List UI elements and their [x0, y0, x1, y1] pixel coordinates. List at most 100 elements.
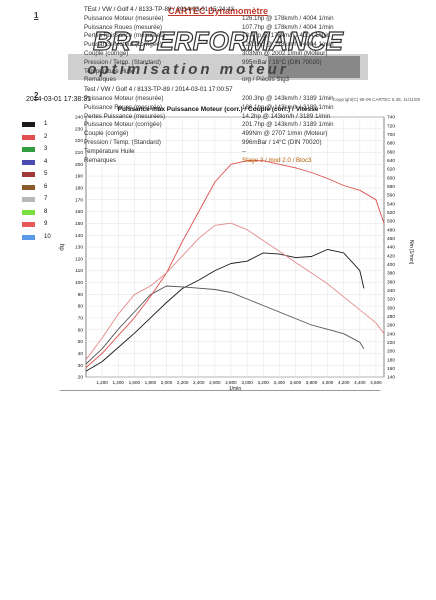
y2-tick-label: 620 [387, 167, 395, 173]
x-tick-label: 4,400 [354, 380, 366, 385]
result-label: Puissance Roues (mesurée) [84, 103, 163, 111]
legend-label: 10 [44, 233, 51, 240]
legend-item: 8 [22, 208, 72, 218]
legend-label: 8 [44, 208, 48, 215]
x-tick-label: 2,600 [209, 380, 221, 385]
logo-tagline-text: optimisation moteur [87, 61, 288, 78]
y2-tick-label: 440 [387, 245, 395, 251]
y-axis-ticks: 20 30 40 50 60 70 80 90 100 110 120 130 140 150 160 170… [75, 115, 83, 381]
legend-label: 6 [44, 183, 48, 190]
y2-tick-label: 460 [387, 236, 395, 242]
result-value: 303Nm @ 2002 1/min (Moteur) [242, 50, 328, 57]
x-tick-label: 2,200 [177, 380, 189, 385]
y2-axis-label: Nm [1/min] [408, 240, 414, 265]
result-label: Couple (corrigé) [84, 130, 129, 138]
y2-tick-label: 220 [387, 340, 395, 346]
y2-tick-label: 580 [387, 184, 395, 190]
chart-title: Puissance-max Puissance Moteur (corr.) /… [117, 106, 319, 113]
y-tick-label: 60 [78, 327, 84, 333]
page-title: CARTEC Dynamomètre [167, 6, 269, 16]
legend-item: 7 [22, 195, 72, 205]
result-label: Puissance Roues (mesurée) [84, 23, 163, 31]
legend-item: 5 [22, 170, 72, 180]
result-value: 107.7hp @ 178km/h / 4004 1/min [242, 23, 334, 31]
legend-label: 2 [44, 133, 48, 140]
x-tick-label: 1,800 [145, 380, 157, 385]
x-tick-label: 3,400 [274, 380, 286, 385]
y2-tick-label: 420 [387, 253, 395, 259]
x-tick-label: 3,200 [257, 380, 269, 385]
copyright-notice: Copyright(C) 98-09 CARTEC 5.38, 11/11/09 [332, 97, 420, 102]
result-value: 18.4hp @ 178km/h / 4004 1/min [242, 32, 331, 40]
y-tick-label: 180 [75, 186, 83, 192]
y2-tick-label: 180 [387, 357, 395, 363]
x-tick-label: 4,200 [338, 380, 350, 385]
y2-tick-label: 240 [387, 331, 395, 337]
result-value: 201.7hp @ 143km/h / 3189 1/min [242, 121, 334, 129]
y2-tick-label: 260 [387, 323, 395, 329]
result-value: org / Pièces Stg3 [242, 76, 290, 84]
legend-item: 10 [22, 233, 72, 243]
result-label: Pression / Temp. (Standard) [84, 58, 161, 66]
y2-tick-label: 500 [387, 219, 395, 225]
result-label: Couple (corrigé) [84, 50, 129, 57]
x-tick-label: 1,400 [112, 380, 124, 385]
legend-swatch [22, 234, 35, 240]
br-performance-logo: BR-PERFORMANCE optimisation moteur [68, 25, 368, 80]
legend-label: 5 [44, 171, 48, 177]
x-tick-label: 1,200 [96, 380, 108, 385]
y-tick-label: 140 [75, 233, 83, 239]
y-tick-label: 190 [75, 174, 83, 180]
result-label: Puissance Moteur (mesurée) [84, 95, 164, 102]
y2-tick-label: 680 [387, 141, 395, 147]
x-axis-ticks: 1,200 1,400 1,600 1,800 2,000 2,200 2,400 2,600… [96, 380, 382, 385]
y2-tick-label: 200 [387, 349, 395, 355]
grid-lines [86, 116, 384, 378]
result-label: Température Huile [84, 147, 135, 155]
legend-swatch [22, 122, 35, 127]
y2-tick-label: 280 [387, 314, 395, 320]
y-tick-label: 160 [75, 209, 83, 215]
legend-item: 6 [22, 183, 72, 193]
y2-tick-label: 740 [387, 115, 395, 121]
y2-axis-ticks: 140 160 180 200 220 240 260 280 300 320 340 360 380 4… [387, 115, 395, 381]
y-tick-label: 240 [75, 115, 83, 121]
legend-swatch [22, 134, 35, 140]
legend-item: 4 [22, 158, 72, 168]
result-label: Puissance Moteur (corrigée) [84, 41, 162, 49]
y-tick-label: 70 [78, 316, 84, 322]
result-value: 200.3hp @ 143km/h / 3189 1/min [242, 95, 334, 102]
x-tick-label: 1,600 [129, 380, 141, 385]
run-number: 1 [34, 11, 39, 20]
result-label: Puissance Moteur (mesurée) [84, 14, 164, 22]
legend-label: 3 [44, 146, 48, 152]
dyno-chart: 20 30 40 50 60 70 80 90 100 110 120 130 140 150 160 170… [75, 115, 395, 392]
result-label: Pertes Puissance (mesurées) [84, 112, 166, 120]
y2-tick-label: 720 [387, 123, 395, 129]
y-tick-label: 110 [75, 268, 83, 274]
logo-checker [268, 56, 360, 78]
x-tick-label: 4,600 [370, 380, 382, 385]
legend-item: 1 [22, 120, 72, 130]
result-label: Pression / Temp. (Standard) [84, 139, 161, 146]
y-tick-label: 230 [75, 126, 83, 132]
y2-tick-label: 560 [387, 193, 395, 199]
series-line-4 [85, 222, 385, 360]
y-tick-label: 30 [78, 363, 84, 369]
y2-tick-label: 480 [387, 227, 395, 233]
logo-brand-text: BR-PERFORMANCE [93, 26, 344, 56]
legend-item: 3 [22, 145, 72, 155]
y-tick-label: 80 [78, 304, 84, 310]
result-label: Remarques [84, 156, 116, 164]
x-tick-label: 3,000 [241, 380, 253, 385]
y-axis-label: hp [58, 244, 64, 251]
result-label: Puissance Moteur (corrigée) [84, 121, 162, 129]
result-value: Stage 3 / mod 2.0 / Bloc3 [242, 156, 312, 164]
y-tick-label: 200 [75, 162, 83, 168]
y-tick-label: 170 [75, 197, 83, 203]
y-tick-label: 40 [78, 351, 84, 357]
y-tick-label: 20 [78, 375, 84, 381]
result-label: Température Huile [84, 67, 135, 75]
result-label: Pertes Puissance (mesurées) [84, 32, 166, 40]
x-tick-label: 2,000 [161, 380, 173, 385]
